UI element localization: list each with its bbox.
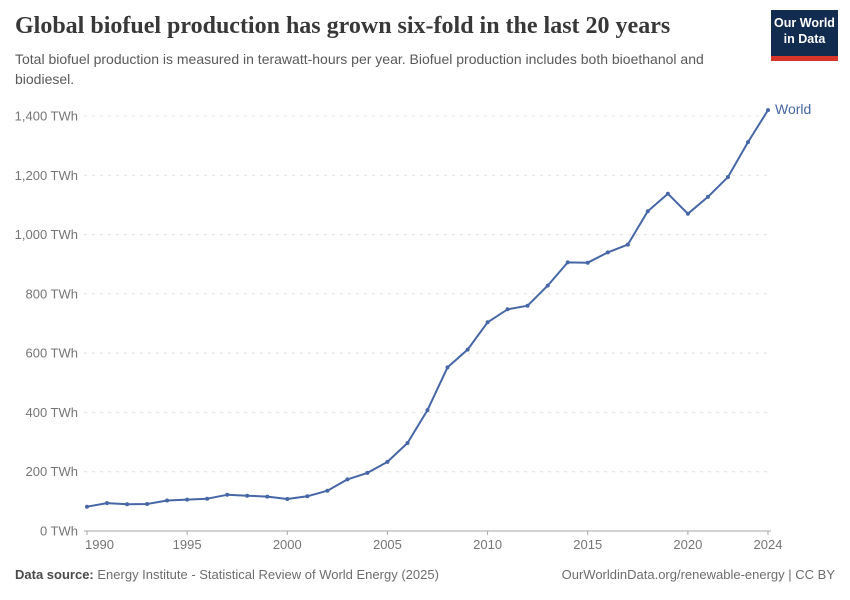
x-axis-tick-label: 2020 <box>673 537 702 552</box>
world-series-point <box>145 502 150 506</box>
y-axis-tick-label: 1,200 TWh <box>15 168 78 183</box>
owid-logo: Our World in Data <box>771 10 838 61</box>
world-series-point <box>425 408 430 413</box>
x-axis-tick-label: 2005 <box>373 537 402 552</box>
world-series-point <box>465 347 470 352</box>
world-series-point <box>545 283 550 288</box>
world-series-point <box>125 502 130 507</box>
owid-logo-text-line2: in Data <box>783 31 826 46</box>
world-series-point <box>185 497 190 502</box>
world-series-point <box>245 493 250 498</box>
world-series-point <box>585 260 590 265</box>
world-series-point <box>665 191 670 196</box>
world-series-point <box>205 496 210 501</box>
world-series-point <box>525 303 530 308</box>
x-axis-tick-label: 2010 <box>473 537 502 552</box>
world-series-point <box>505 307 510 312</box>
y-axis-tick-label: 0 TWh <box>40 524 78 539</box>
credit-link[interactable]: OurWorldinData.org/renewable-energy | CC… <box>561 567 835 582</box>
data-source-label: Data source: <box>15 567 94 582</box>
world-series-point <box>305 494 310 499</box>
world-series-line <box>86 109 769 508</box>
world-series-point <box>325 488 330 493</box>
world-series-point <box>705 194 710 199</box>
x-axis-tick-label: 2015 <box>573 537 602 552</box>
y-axis-tick-label: 800 TWh <box>25 286 78 301</box>
world-series-point <box>746 140 750 145</box>
world-series-point <box>445 365 450 370</box>
world-series-point <box>605 250 610 255</box>
chart-subtitle: Total biofuel production is measured in … <box>15 51 704 88</box>
world-series-point <box>285 497 290 501</box>
world-series-point <box>766 108 770 113</box>
x-axis-tick-label: 2000 <box>273 537 302 552</box>
world-series-point <box>725 175 730 180</box>
world-series-label: World <box>775 101 811 117</box>
world-series-point <box>625 242 630 247</box>
world-series-point <box>345 477 350 482</box>
y-axis-tick-label: 600 TWh <box>25 346 78 361</box>
world-series-point <box>165 498 170 503</box>
world-series-point <box>105 501 109 506</box>
world-series-point <box>85 504 89 509</box>
world-series-point <box>405 441 410 445</box>
world-series-point <box>485 320 490 325</box>
y-axis-tick-label: 200 TWh <box>25 464 78 479</box>
owid-logo-text-line1: Our World <box>774 16 835 30</box>
world-series-point <box>225 492 230 497</box>
y-axis-tick-label: 400 TWh <box>25 405 78 420</box>
world-series-point <box>365 470 370 475</box>
page-title: Global biofuel production has grown six-… <box>15 13 671 39</box>
data-source: Data source: Energy Institute - Statisti… <box>15 567 439 582</box>
biofuel-line-chart: 0 TWh 200 TWh 400 TWh 600 TWh 800 TWh 1,000 T… <box>15 101 812 552</box>
x-axis-tick-label: 1990 <box>85 537 114 552</box>
y-axis-tick-label: 1,400 TWh <box>15 109 78 124</box>
world-series-point <box>645 209 650 214</box>
y-axis-tick-label: 1,000 TWh <box>15 227 78 242</box>
data-source-text: Energy Institute - Statistical Review of… <box>97 567 439 582</box>
world-series-point <box>565 260 570 265</box>
x-axis-tick-label: 1995 <box>173 537 202 552</box>
world-series-point <box>385 459 390 464</box>
world-series-point <box>685 211 690 216</box>
world-series-point <box>265 494 270 499</box>
chart-footer: Data source: Energy Institute - Statisti… <box>15 567 835 582</box>
x-axis-tick-label: 2024 <box>754 537 783 552</box>
